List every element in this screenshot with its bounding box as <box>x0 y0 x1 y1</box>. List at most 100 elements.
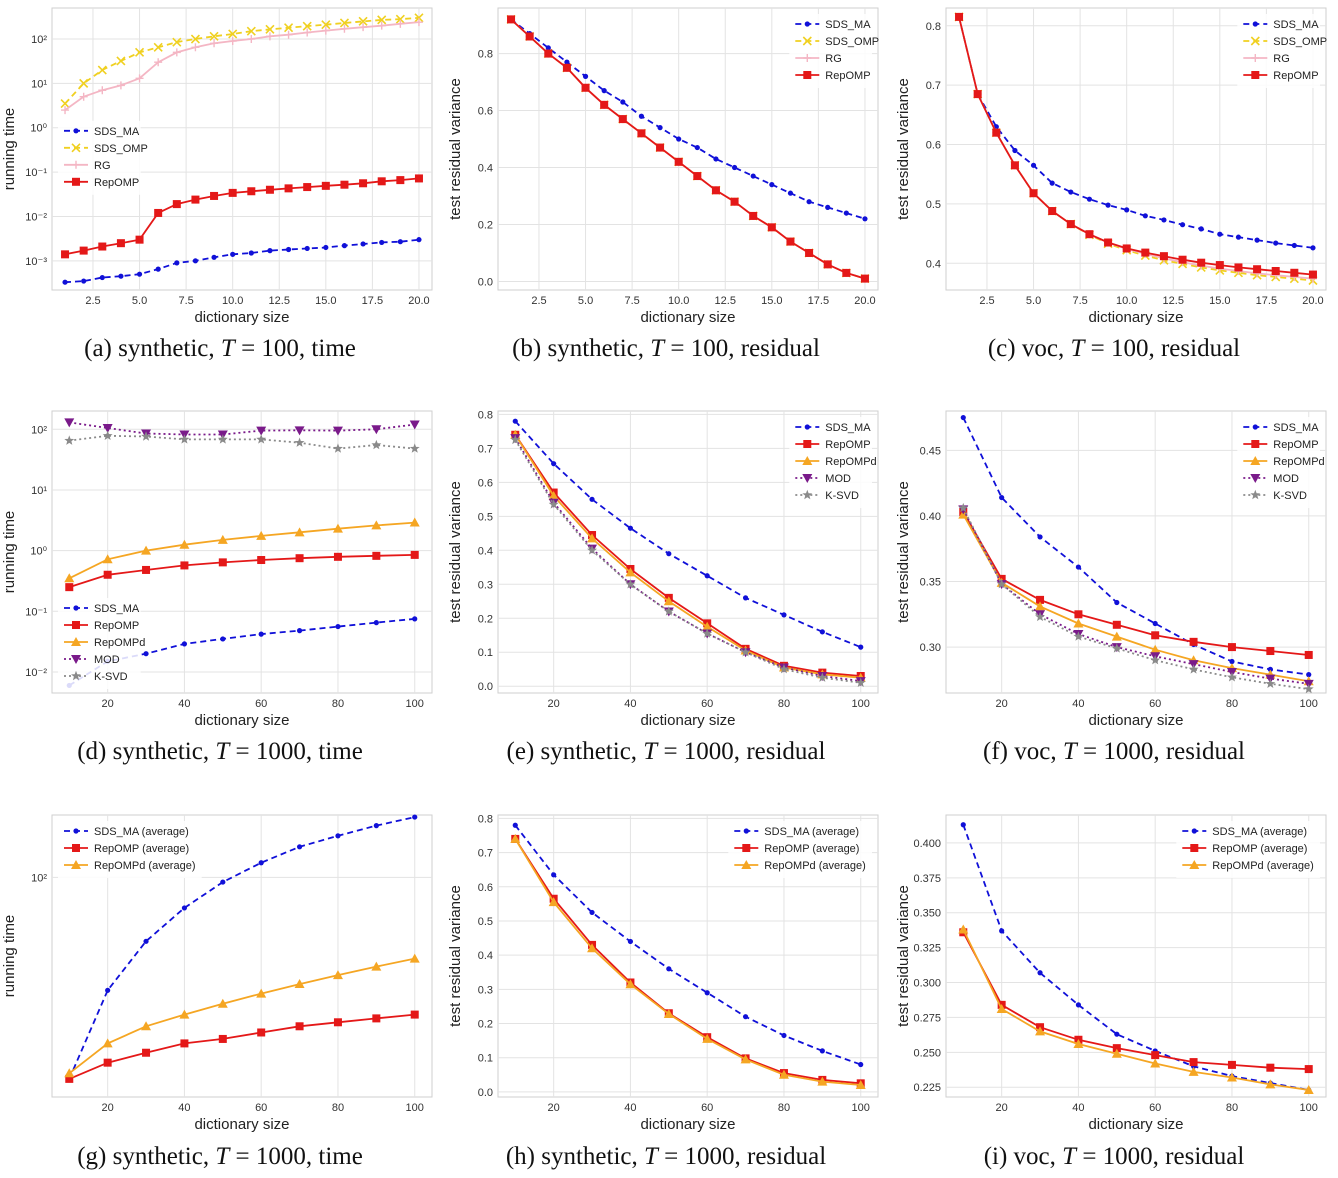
legend-item: SDS_OMP <box>795 36 879 48</box>
legend-marker <box>71 670 81 681</box>
data-point <box>339 18 350 28</box>
data-point <box>1304 1065 1313 1074</box>
data-point <box>218 1034 227 1043</box>
y-tick-label: 0.7 <box>926 80 941 92</box>
panel-h: 20 40 60 80 100 0.0 0.1 0.2 0.3 0.4 0.5 0.6 0.7 0.8 di… <box>446 807 886 1137</box>
data-point <box>412 616 418 622</box>
legend-label: RepOMP <box>1273 70 1318 82</box>
data-point <box>409 443 420 453</box>
data-point <box>379 239 385 246</box>
caption-label: (i) <box>983 1143 1008 1170</box>
data-point <box>181 641 188 647</box>
data-point <box>172 37 182 47</box>
y-tick-label: 0.0 <box>478 1087 493 1099</box>
legend-item: RepOMP (average) <box>64 843 189 855</box>
data-point <box>1104 238 1113 247</box>
data-point <box>587 545 597 555</box>
caption-mid: = 1000, <box>664 1143 741 1170</box>
x-tick-label: 60 <box>701 698 713 710</box>
x-tick-label: 100 <box>406 1102 424 1114</box>
legend-marker <box>1251 440 1260 448</box>
data-point <box>373 620 379 626</box>
panel-a: 2.5 5.0 7.5 10.0 12.5 15.0 17.5 20.0 10⁻³ 10⁻² 10⁻… <box>0 0 440 330</box>
data-point <box>294 437 305 447</box>
data-point <box>618 115 627 124</box>
x-tick-label: 20 <box>102 1102 114 1114</box>
caption-math: T <box>215 1143 230 1170</box>
y-tick-label: 10² <box>31 872 47 884</box>
data-point <box>295 1022 304 1031</box>
data-point <box>102 423 113 433</box>
data-point <box>1142 213 1148 219</box>
y-tick-label: 0.275 <box>913 1012 941 1024</box>
y-tick-label: 0.300 <box>913 978 941 990</box>
caption-math: T <box>1070 335 1085 362</box>
data-point <box>209 31 219 41</box>
data-point <box>620 99 626 105</box>
data-point <box>742 1014 749 1020</box>
legend-marker <box>802 456 813 465</box>
data-point <box>211 254 217 260</box>
series-repompd <box>64 517 420 583</box>
y-tick-label: 10² <box>31 424 47 436</box>
data-point <box>1073 631 1084 641</box>
data-point <box>179 539 190 549</box>
x-tick-label: 40 <box>178 1102 190 1114</box>
chart-a: 2.5 5.0 7.5 10.0 12.5 15.0 17.5 20.0 10⁻³ 10⁻² 10⁻… <box>1 7 433 326</box>
data-point <box>1124 207 1130 213</box>
x-tick-label: 2.5 <box>979 295 994 307</box>
legend-item: SDS_MA <box>1243 19 1319 31</box>
series-sds-ma <box>960 414 1312 678</box>
series-line <box>514 838 861 1085</box>
data-point <box>265 185 274 194</box>
data-point <box>153 42 163 52</box>
data-point <box>694 144 700 151</box>
data-point <box>256 426 267 436</box>
data-point <box>61 106 70 115</box>
data-point <box>191 43 200 52</box>
caption-mid: = 1000, <box>235 1143 313 1170</box>
legend-label: SDS_MA (average) <box>764 826 859 838</box>
legend-marker <box>804 424 810 430</box>
y-axis-label: test residual variance <box>447 78 464 220</box>
caption-math: T <box>215 738 230 765</box>
data-point <box>657 125 663 131</box>
legend-marker <box>1189 860 1200 869</box>
legend-label: SDS_MA <box>1273 19 1319 31</box>
legend-marker <box>73 828 79 834</box>
legend-item: K-SVD <box>795 489 859 502</box>
data-point <box>396 19 405 28</box>
caption-pre: synthetic, <box>547 335 644 362</box>
y-tick-label: 0.3 <box>478 984 493 996</box>
x-tick-label: 80 <box>1226 698 1238 710</box>
series-line <box>514 439 861 684</box>
x-tick-label: 17.5 <box>1256 295 1277 307</box>
caption-pre: synthetic, <box>118 335 215 362</box>
panel-b: 2.5 5.0 7.5 10.0 12.5 15.0 17.5 20.0 0.0 0.2 0.4 0.… <box>446 0 886 330</box>
data-point <box>1112 620 1121 629</box>
caption-post: time <box>311 335 356 362</box>
data-point <box>1111 631 1122 641</box>
series-repomp <box>65 550 419 592</box>
legend-item: RepOMP (average) <box>1182 843 1307 855</box>
legend-marker <box>73 128 79 134</box>
data-point <box>377 15 387 25</box>
data-point <box>1036 595 1045 604</box>
data-point <box>102 554 113 564</box>
data-point <box>693 172 702 181</box>
series-mod <box>64 418 420 440</box>
caption-a: (a) synthetic, T = 100, time <box>0 335 440 363</box>
legend: SDS_MA (average) RepOMP (average) RepOMPd … <box>1176 821 1320 878</box>
legend-label: RepOMPd (average) <box>1212 860 1314 872</box>
x-axis-label: dictionary size <box>1088 1116 1183 1133</box>
data-point <box>1178 255 1187 264</box>
series-sds-ma-average- <box>512 822 864 1068</box>
legend-item: RepOMP <box>1243 70 1319 82</box>
legend-marker <box>1190 844 1199 852</box>
legend-item: MOD <box>795 473 851 485</box>
data-point <box>1152 620 1158 627</box>
data-point <box>143 651 149 657</box>
series-line <box>514 824 862 1066</box>
caption-b: (b) synthetic, T = 100, residual <box>446 335 886 363</box>
series-line <box>69 554 415 588</box>
